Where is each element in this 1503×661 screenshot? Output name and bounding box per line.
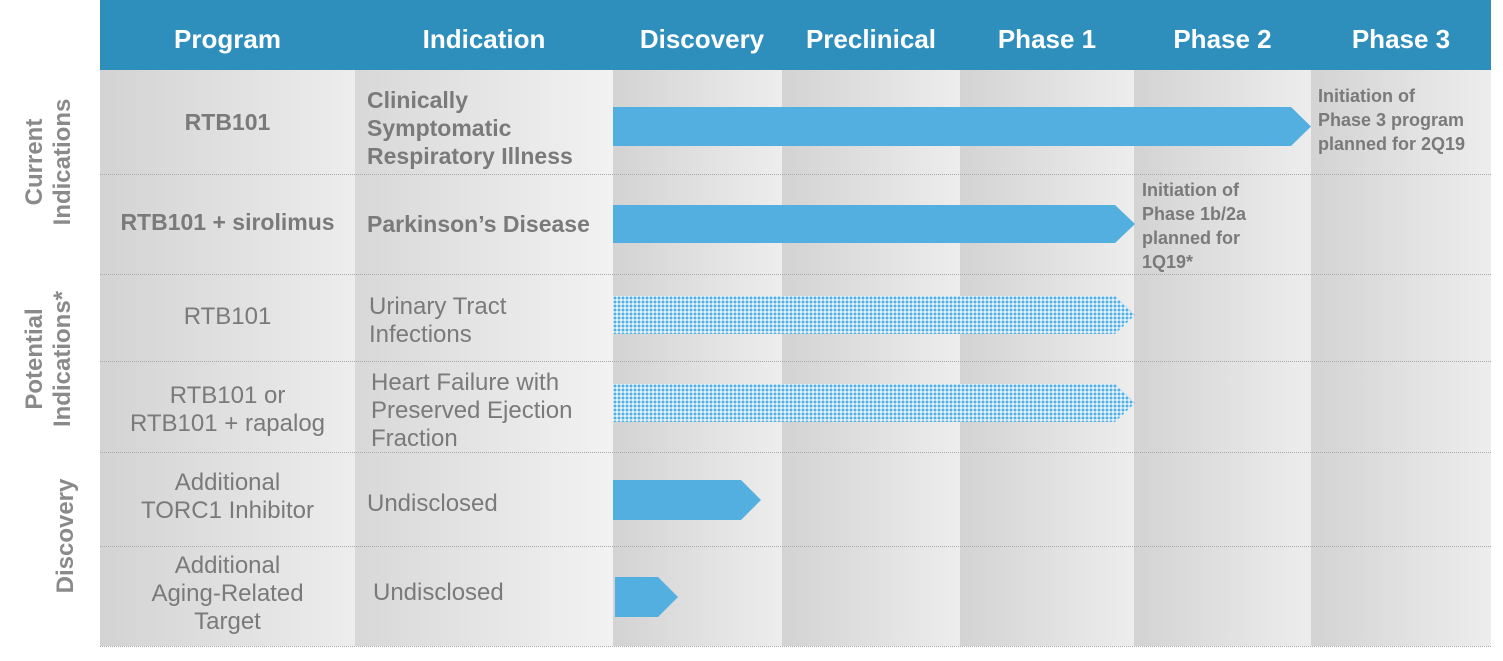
column-indication — [355, 70, 613, 646]
header-phase-1: Phase 1 — [997, 24, 1097, 54]
row-1-progress-arrow — [613, 107, 1311, 146]
program-line: Additional — [174, 552, 281, 579]
row-separator — [100, 546, 1491, 547]
column-discovery — [613, 70, 782, 646]
row-2-program: RTB101 + sirolimus — [100, 208, 355, 236]
row-separator — [100, 646, 1491, 647]
group-label-line: Current — [21, 118, 48, 206]
group-label-line: Indications* — [49, 290, 76, 428]
row-4-program: RTB101 or RTB101 + rapalog — [100, 382, 355, 438]
indication-line: Undisclosed — [373, 579, 504, 606]
column-phase-2 — [1134, 70, 1311, 646]
program-line: RTB101 — [183, 303, 272, 330]
program-line: RTB101 — [184, 109, 271, 135]
column-phase-1 — [960, 70, 1134, 646]
indication-line: Parkinson’s Disease — [367, 211, 590, 237]
row-3-progress-arrow — [613, 296, 1135, 334]
row-4-progress-arrow — [613, 384, 1135, 422]
indication-line: Infections — [369, 321, 472, 348]
row-4-indication: Heart Failure with Preserved Ejection Fr… — [371, 369, 613, 453]
row-5-indication: Undisclosed — [367, 490, 613, 518]
row-3-program: RTB101 — [100, 303, 355, 331]
indication-line: Fraction — [371, 425, 458, 452]
row-2-progress-arrow — [613, 205, 1135, 243]
row-separator — [100, 274, 1491, 275]
indication-line: Preserved Ejection — [371, 397, 573, 424]
indication-line: Heart Failure with — [371, 369, 560, 396]
indication-line: Respiratory Illness — [367, 143, 573, 169]
indication-line: Urinary Tract — [369, 293, 507, 320]
header-bar — [100, 0, 1491, 70]
row-2-indication: Parkinson’s Disease — [367, 210, 613, 238]
row-separator — [100, 174, 1491, 175]
note-line: planned for — [1142, 228, 1240, 248]
row-5-program: Additional TORC1 Inhibitor — [100, 469, 355, 525]
group-label-line: Discovery — [52, 478, 79, 594]
note-line: planned for 2Q19 — [1318, 134, 1466, 154]
indication-line: Undisclosed — [367, 490, 498, 517]
column-phase-3 — [1311, 70, 1491, 646]
header-program: Program — [174, 24, 281, 54]
row-6-indication: Undisclosed — [373, 579, 613, 607]
row-separator — [100, 361, 1491, 362]
program-line: TORC1 Inhibitor — [141, 497, 314, 524]
header-discovery: Discovery — [639, 24, 765, 54]
header-phase-2: Phase 2 — [1173, 24, 1272, 54]
program-line: Target — [194, 608, 261, 635]
header-preclinical: Preclinical — [805, 24, 937, 54]
indication-line: Symptomatic — [367, 115, 512, 141]
note-line: Initiation of — [1142, 180, 1239, 200]
program-line: Additional — [174, 469, 281, 496]
row-1-program: RTB101 — [100, 108, 355, 136]
milestone-note-phase-3: Initiation of Phase 3 program planned fo… — [1318, 84, 1490, 156]
row-separator — [100, 452, 1491, 453]
row-3-indication: Urinary Tract Infections — [369, 293, 613, 349]
milestone-note-phase-1b-2a: Initiation of Phase 1b/2a planned for 1Q… — [1142, 178, 1307, 274]
note-line: 1Q19* — [1142, 252, 1194, 272]
header-indication: Indication — [422, 24, 546, 54]
column-program — [100, 70, 355, 646]
group-label-line: Indications — [49, 98, 76, 226]
program-line: RTB101 + rapalog — [129, 410, 326, 437]
column-preclinical — [782, 70, 960, 646]
group-label-line: Potential — [21, 308, 48, 410]
program-line: RTB101 or — [169, 382, 286, 409]
note-line: Initiation of — [1318, 86, 1415, 106]
note-line: Phase 3 program — [1318, 110, 1465, 130]
row-5-progress-arrow — [613, 480, 761, 520]
program-line: RTB101 + sirolimus — [120, 209, 335, 235]
indication-line: Clinically — [367, 87, 468, 113]
note-line: Phase 1b/2a — [1142, 204, 1247, 224]
row-6-program: Additional Aging-Related Target — [100, 552, 355, 636]
header-phase-3: Phase 3 — [1351, 24, 1451, 54]
row-6-progress-arrow — [615, 577, 678, 617]
row-1-indication: Clinically Symptomatic Respiratory Illne… — [367, 86, 613, 170]
program-line: Aging-Related — [151, 580, 304, 607]
